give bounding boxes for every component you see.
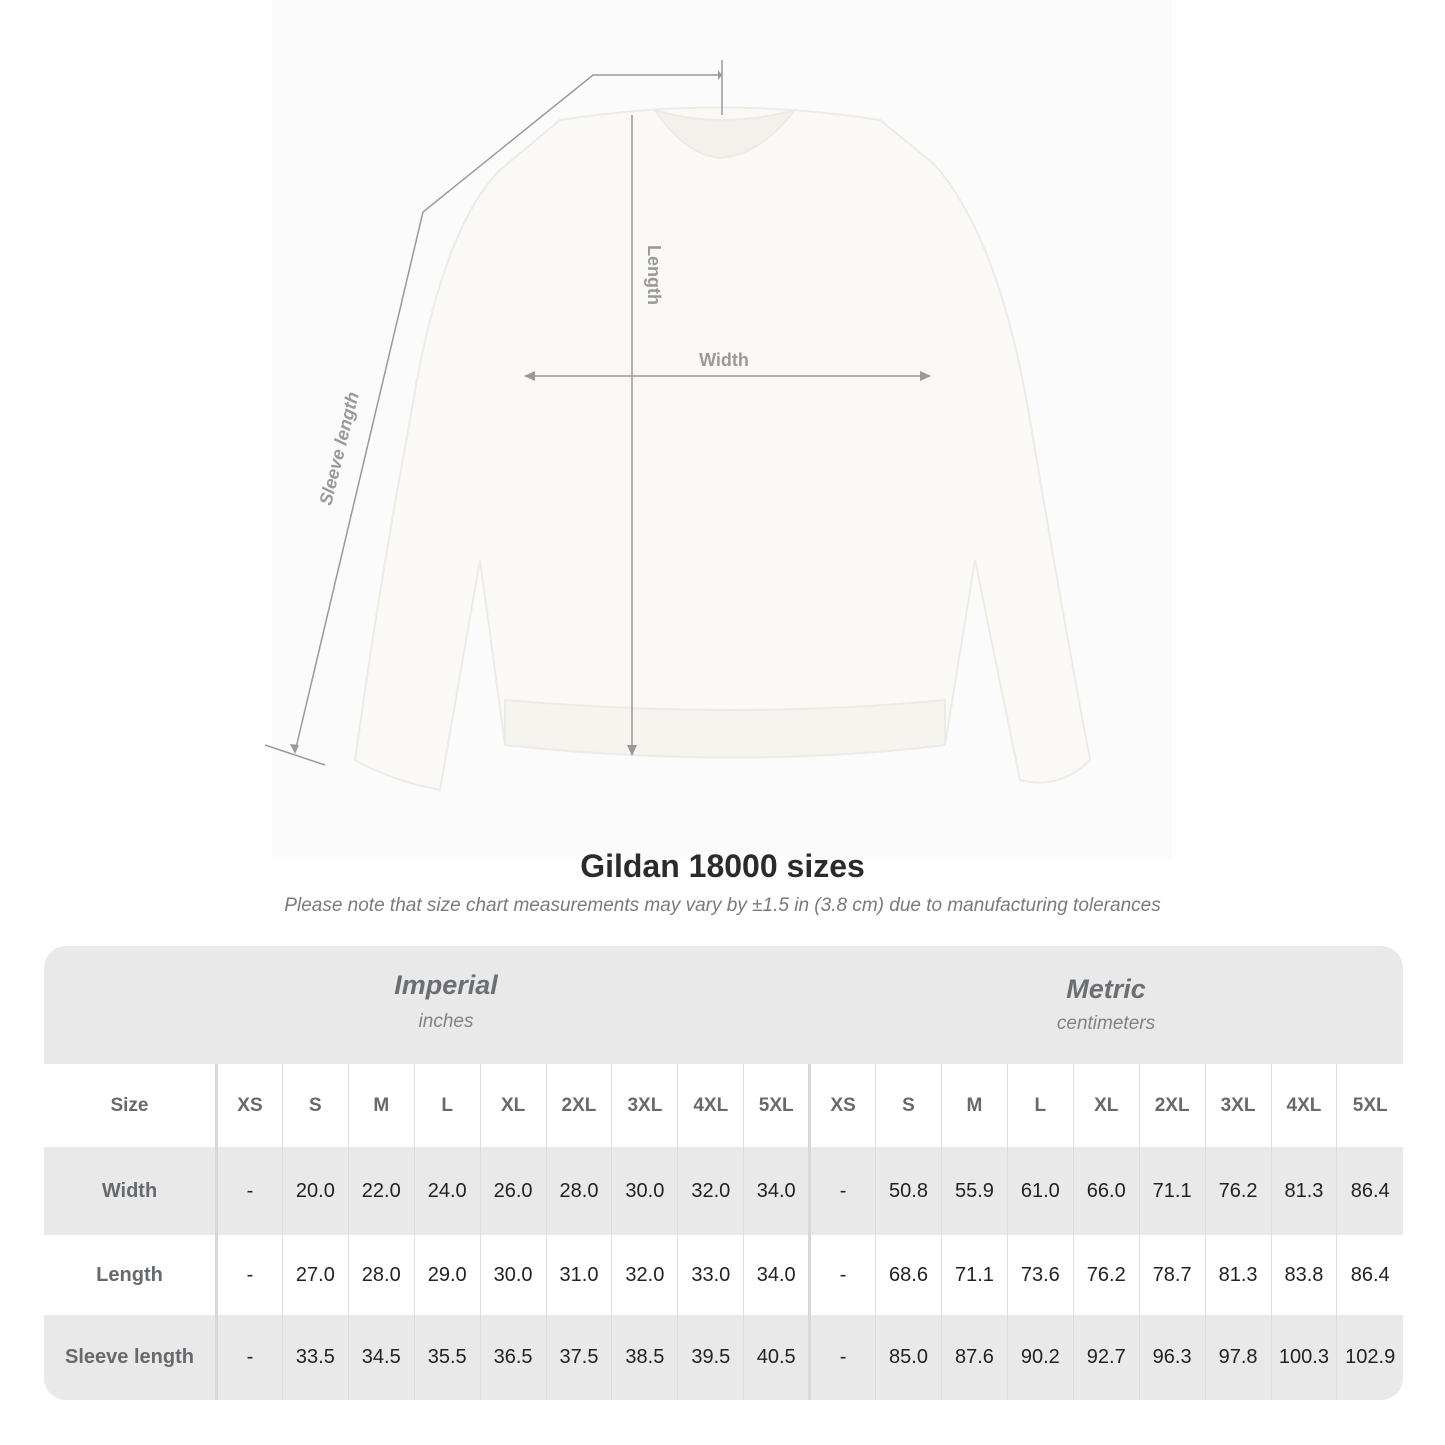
metric-value-cell: 66.0 [1072, 1147, 1140, 1235]
metric-value-cell: 97.8 [1204, 1315, 1271, 1400]
metric-value-cell: 87.6 [940, 1315, 1008, 1400]
imperial-size-header: 4XL [677, 1064, 744, 1147]
imperial-value-cell: 34.0 [743, 1235, 810, 1315]
metric-value-cell: 83.8 [1270, 1235, 1337, 1315]
metric-value-cell: 85.0 [875, 1315, 942, 1400]
size-table: Size XS S M L XL 2XL 3XL 4XL 5XL XS S M L XL 2XL 3XL 4XL 5… [44, 1064, 1403, 1400]
imperial-value-cell: 28.0 [347, 1235, 415, 1315]
metric-value-cell: - [808, 1315, 876, 1400]
imperial-size-header: XS [216, 1064, 283, 1147]
size-table-card: Imperial inches Metric centimeters Size X… [44, 946, 1403, 1400]
imperial-size-header: L [413, 1064, 481, 1147]
metric-value-cell: 102.9 [1336, 1315, 1403, 1400]
imperial-value-cell: 20.0 [281, 1147, 349, 1235]
imperial-value-cell: 24.0 [413, 1147, 481, 1235]
imperial-value-cell: - [216, 1235, 283, 1315]
imperial-size-header: XL [479, 1064, 547, 1147]
metric-value-cell: 71.1 [1138, 1147, 1206, 1235]
metric-size-header: 5XL [1336, 1064, 1403, 1147]
imperial-value-cell: 40.5 [743, 1315, 810, 1400]
imperial-value-cell: 33.0 [677, 1235, 744, 1315]
row-label: Width [44, 1147, 218, 1235]
imperial-value-cell: 39.5 [677, 1315, 744, 1400]
length-label: Length [644, 245, 664, 305]
row-label: Length [44, 1235, 218, 1315]
imperial-value-cell: 29.0 [413, 1235, 481, 1315]
metric-value-cell: 96.3 [1138, 1315, 1206, 1400]
metric-value-cell: 78.7 [1138, 1235, 1206, 1315]
imperial-value-cell: 32.0 [677, 1147, 744, 1235]
sweatshirt [353, 106, 1092, 792]
imperial-value-cell: 31.0 [545, 1235, 612, 1315]
metric-size-header: L [1006, 1064, 1074, 1147]
imperial-value-cell: 32.0 [611, 1235, 678, 1315]
size-header-row: Size XS S M L XL 2XL 3XL 4XL 5XL XS S M L XL 2XL 3XL 4XL 5… [44, 1064, 1403, 1147]
metric-value-cell: 50.8 [875, 1147, 942, 1235]
metric-size-header: M [940, 1064, 1008, 1147]
imperial-size-header: S [281, 1064, 349, 1147]
metric-title: Metric [1066, 974, 1146, 1004]
table-row: Length -27.0 28.0 29.0 30.0 31.0 32.0 33.0 34.0-… [44, 1235, 1403, 1315]
imperial-value-cell: 33.5 [281, 1315, 349, 1400]
imperial-value-cell: - [216, 1315, 283, 1400]
imperial-unit: inches [418, 1011, 474, 1032]
sweatshirt-photo: Length Width Sleeve length [264, 60, 1092, 792]
imperial-value-cell: 34.0 [743, 1147, 810, 1235]
imperial-value-cell: 26.0 [479, 1147, 547, 1235]
imperial-value-cell: 22.0 [347, 1147, 415, 1235]
table-row: Sleeve length -33.5 34.5 35.5 36.5 37.5 38.5 39… [44, 1315, 1403, 1400]
imperial-size-header: 2XL [545, 1064, 612, 1147]
metric-value-cell: 81.3 [1270, 1147, 1337, 1235]
imperial-value-cell: 37.5 [545, 1315, 612, 1400]
imperial-title: Imperial [394, 970, 498, 1000]
metric-value-cell: 86.4 [1336, 1147, 1403, 1235]
imperial-value-cell: 36.5 [479, 1315, 547, 1400]
imperial-size-header: M [347, 1064, 415, 1147]
metric-value-cell: 90.2 [1006, 1315, 1074, 1400]
imperial-value-cell: 30.0 [479, 1235, 547, 1315]
metric-size-header: 4XL [1270, 1064, 1337, 1147]
metric-size-header: 3XL [1204, 1064, 1271, 1147]
metric-value-cell: 68.6 [875, 1235, 942, 1315]
measure-lines [264, 60, 930, 766]
metric-value-cell: 76.2 [1204, 1147, 1271, 1235]
imperial-value-cell: 35.5 [413, 1315, 481, 1400]
size-label: Size [44, 1064, 218, 1147]
metric-value-cell: 61.0 [1006, 1147, 1074, 1235]
metric-unit: centimeters [1056, 1013, 1156, 1034]
imperial-size-header: 5XL [743, 1064, 810, 1147]
imperial-value-cell: 34.5 [347, 1315, 415, 1400]
imperial-header: Imperial inches [215, 946, 677, 1064]
metric-value-cell: - [808, 1147, 876, 1235]
metric-size-header: XS [808, 1064, 876, 1147]
imperial-size-header: 3XL [611, 1064, 678, 1147]
metric-size-header: XL [1072, 1064, 1140, 1147]
metric-size-header: S [875, 1064, 942, 1147]
imperial-value-cell: 27.0 [281, 1235, 349, 1315]
imperial-value-cell: 30.0 [611, 1147, 678, 1235]
width-label: Width [699, 350, 749, 370]
metric-value-cell: 81.3 [1204, 1235, 1271, 1315]
metric-header: Metric centimeters [809, 946, 1403, 1064]
metric-value-cell: 55.9 [940, 1147, 1008, 1235]
imperial-value-cell: 38.5 [611, 1315, 678, 1400]
metric-value-cell: - [808, 1235, 876, 1315]
row-label: Sleeve length [44, 1315, 218, 1400]
metric-value-cell: 71.1 [940, 1235, 1008, 1315]
chart-title: Gildan 18000 sizes [580, 848, 865, 884]
tolerance-note: Please note that size chart measurements… [284, 895, 1161, 916]
metric-value-cell: 92.7 [1072, 1315, 1140, 1400]
metric-size-header: 2XL [1138, 1064, 1206, 1147]
metric-value-cell: 76.2 [1072, 1235, 1140, 1315]
table-row: Width -20.0 22.0 24.0 26.0 28.0 30.0 32.0 34.0-5… [44, 1147, 1403, 1235]
imperial-value-cell: - [216, 1147, 283, 1235]
metric-value-cell: 73.6 [1006, 1235, 1074, 1315]
metric-value-cell: 86.4 [1336, 1235, 1403, 1315]
imperial-value-cell: 28.0 [545, 1147, 612, 1235]
metric-value-cell: 100.3 [1270, 1315, 1337, 1400]
